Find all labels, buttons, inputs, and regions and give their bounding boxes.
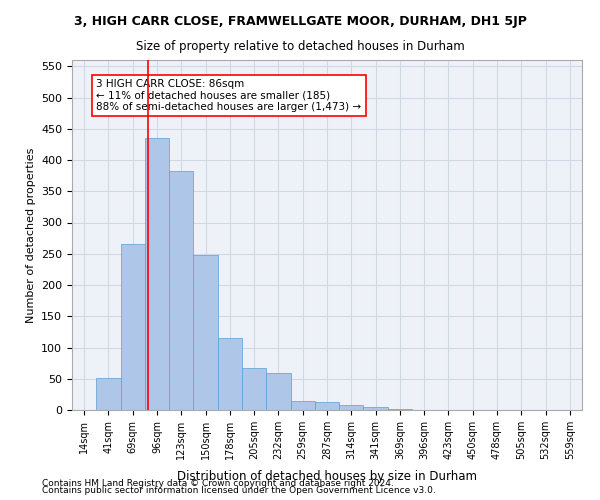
Bar [169,170,193,410]
Text: Contains public sector information licensed under the Open Government Licence v3: Contains public sector information licen… [42,486,436,495]
Bar [96,378,121,410]
Bar [339,405,364,410]
Bar [242,368,266,410]
Y-axis label: Number of detached properties: Number of detached properties [26,148,35,322]
Bar [145,138,169,410]
Bar [266,372,290,410]
X-axis label: Distribution of detached houses by size in Durham: Distribution of detached houses by size … [177,470,477,483]
Bar [315,402,339,410]
Bar [121,244,145,410]
Text: Contains HM Land Registry data © Crown copyright and database right 2024.: Contains HM Land Registry data © Crown c… [42,478,394,488]
Bar [290,401,315,410]
Bar [193,255,218,410]
Bar [218,338,242,410]
Text: Size of property relative to detached houses in Durham: Size of property relative to detached ho… [136,40,464,53]
Text: 3 HIGH CARR CLOSE: 86sqm
← 11% of detached houses are smaller (185)
88% of semi-: 3 HIGH CARR CLOSE: 86sqm ← 11% of detach… [96,79,361,112]
Bar [364,407,388,410]
Text: 3, HIGH CARR CLOSE, FRAMWELLGATE MOOR, DURHAM, DH1 5JP: 3, HIGH CARR CLOSE, FRAMWELLGATE MOOR, D… [74,15,526,28]
Bar [388,409,412,410]
